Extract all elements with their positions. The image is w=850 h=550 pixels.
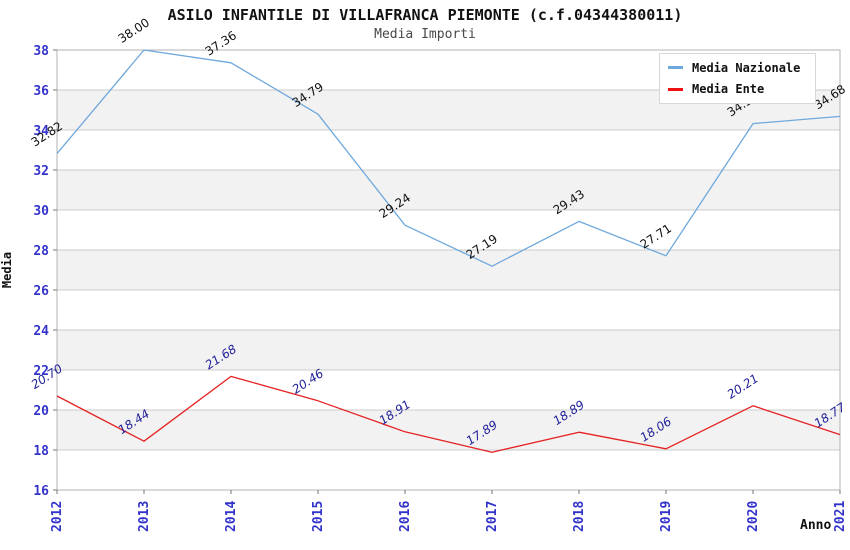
x-tick-label: 2019 <box>659 501 674 532</box>
legend-line-marker-red <box>668 87 683 91</box>
plot-band <box>57 250 840 290</box>
plot-band <box>57 410 840 450</box>
x-tick-label: 2018 <box>572 501 587 532</box>
plot-frame <box>56 49 841 491</box>
data-series-lines <box>56 49 841 453</box>
series-line-media-ente <box>56 375 841 453</box>
y-tick-label: 16 <box>33 484 49 499</box>
y-tick-label: 22 <box>33 364 49 379</box>
y-tick-label: 32 <box>33 164 49 179</box>
y-tick-label: 18 <box>33 444 49 459</box>
point-label: 27.71 <box>638 221 674 251</box>
plot-band <box>57 170 840 210</box>
axis-ticks <box>53 49 841 494</box>
legend-item-media-ente: Media Ente <box>668 82 807 96</box>
legend-label: Media Nazionale <box>692 60 801 75</box>
x-tick-label: 2014 <box>224 501 239 532</box>
legend-line-marker-blue <box>668 66 683 70</box>
point-label: 37.36 <box>203 28 239 58</box>
y-tick-label: 38 <box>33 44 49 59</box>
chart-subtitle: Media Importi <box>374 27 476 42</box>
plot-bands <box>57 90 840 450</box>
x-tick-label: 2021 <box>833 501 848 532</box>
y-tick-label: 24 <box>33 324 49 339</box>
x-tick-label: 2013 <box>137 501 152 532</box>
series-line-media-nazionale <box>56 49 841 267</box>
legend-item-media-nazionale: Media Nazionale <box>668 61 807 75</box>
x-axis-title: Anno <box>800 518 832 533</box>
legend: Media Nazionale Media Ente <box>659 53 816 104</box>
y-tick-label: 26 <box>33 284 49 299</box>
y-tick-label: 28 <box>33 244 49 259</box>
chart-title: ASILO INFANTILE DI VILLAFRANCA PIEMONTE … <box>167 6 683 24</box>
legend-label: Media Ente <box>692 82 765 97</box>
y-tick-label: 20 <box>33 404 49 419</box>
y-tick-label: 30 <box>33 204 49 219</box>
point-label: 20.21 <box>725 371 761 401</box>
y-tick-label: 34 <box>33 124 49 139</box>
point-label: 20.46 <box>290 366 327 397</box>
x-tick-label: 2017 <box>485 501 500 532</box>
x-tick-label: 2020 <box>746 501 761 532</box>
x-tick-label: 2016 <box>398 501 413 532</box>
x-tick-label: 2015 <box>311 501 326 532</box>
plot-band <box>57 330 840 370</box>
plot-border <box>56 49 841 491</box>
y-tick-labels: 38 36 34 32 30 28 26 24 22 20 18 16 <box>33 44 49 499</box>
point-label: 38.00 <box>116 15 152 45</box>
x-tick-label: 2012 <box>50 501 65 532</box>
y-tick-label: 36 <box>33 84 49 99</box>
x-tick-labels: 2012 2013 2014 2015 2016 2017 2018 2019 2020 2021 <box>50 501 848 532</box>
y-axis-title: Media <box>0 251 14 289</box>
